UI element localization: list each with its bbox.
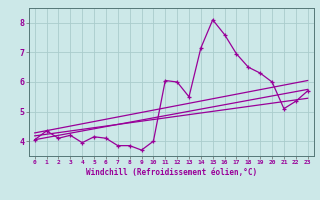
X-axis label: Windchill (Refroidissement éolien,°C): Windchill (Refroidissement éolien,°C) — [86, 168, 257, 177]
